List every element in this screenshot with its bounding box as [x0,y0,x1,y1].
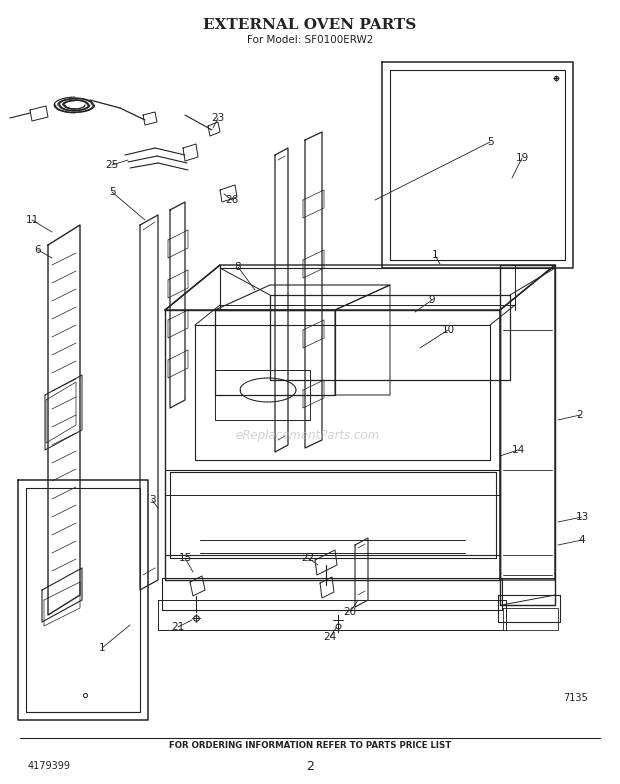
Text: 25: 25 [105,160,118,170]
Text: 15: 15 [179,553,192,563]
Text: 22: 22 [301,553,314,563]
Text: 4: 4 [578,535,585,545]
Text: 9: 9 [428,295,435,305]
Text: 23: 23 [211,113,224,123]
Text: For Model: SF0100ERW2: For Model: SF0100ERW2 [247,35,373,45]
Text: 1: 1 [99,643,105,653]
Text: 4179399: 4179399 [28,761,71,771]
Text: eReplacementParts.com: eReplacementParts.com [236,429,380,441]
Text: FOR ORDERING INFORMATION REFER TO PARTS PRICE LIST: FOR ORDERING INFORMATION REFER TO PARTS … [169,742,451,750]
Text: 13: 13 [575,512,588,522]
Text: 2: 2 [577,410,583,420]
Text: 11: 11 [25,215,38,225]
Text: 26: 26 [226,195,239,205]
Text: 8: 8 [235,262,241,272]
Text: 6: 6 [35,245,42,255]
Text: 24: 24 [324,632,337,642]
Text: EXTERNAL OVEN PARTS: EXTERNAL OVEN PARTS [203,18,417,32]
Text: 5: 5 [487,137,494,147]
Text: 19: 19 [515,153,529,163]
Text: 14: 14 [512,445,525,455]
Text: 21: 21 [171,622,185,632]
Text: 5: 5 [108,187,115,197]
Text: 7135: 7135 [564,693,588,703]
Text: 2: 2 [306,760,314,772]
Text: 10: 10 [441,325,454,335]
Text: 1: 1 [432,250,438,260]
Text: 3: 3 [149,495,156,505]
Text: 20: 20 [343,607,356,617]
